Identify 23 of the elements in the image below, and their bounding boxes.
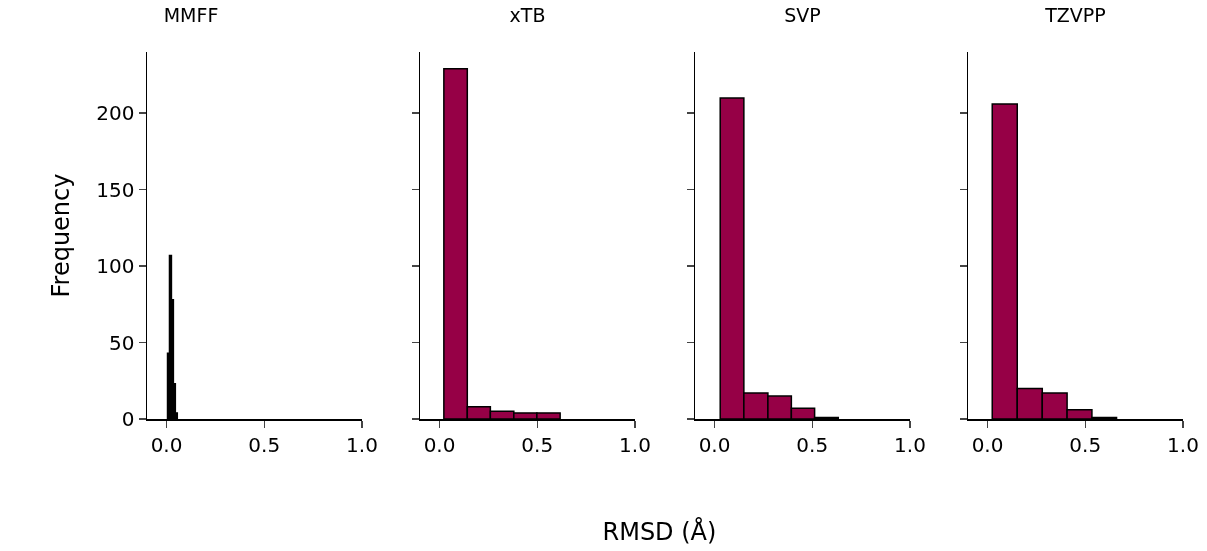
x-tick-label: 1.0	[619, 432, 651, 457]
x-tick-label: 0.0	[971, 432, 1004, 457]
x-tick-label: 0.5	[521, 432, 554, 457]
y-tick-label: 100	[96, 254, 135, 279]
x-tick-label: 0.0	[423, 432, 456, 457]
y-tick-label: 0	[121, 407, 135, 431]
x-tick-label: 0.0	[698, 432, 731, 457]
x-tick-label: 1.0	[1167, 432, 1199, 457]
x-tick-label: 0.5	[1069, 432, 1102, 457]
chart-title: TZVPP	[1044, 3, 1106, 26]
y-tick-label: 200	[96, 101, 135, 126]
y-tick-label: 50	[109, 330, 135, 355]
x-tick-label: 0.5	[796, 432, 829, 457]
x-axis-title: RMSD (Å)	[602, 518, 717, 546]
x-tick-label: 0.5	[248, 432, 281, 457]
x-tick-label: 1.0	[346, 432, 378, 457]
chart-title: MMFF	[163, 3, 219, 26]
y-axis-title: Frequency	[46, 173, 75, 298]
y-tick-label: 150	[96, 177, 135, 202]
chart-title: SVP	[784, 3, 821, 26]
x-tick-label: 1.0	[894, 432, 926, 457]
x-tick-label: 0.0	[150, 432, 183, 457]
chart-title: xTB	[509, 3, 546, 26]
